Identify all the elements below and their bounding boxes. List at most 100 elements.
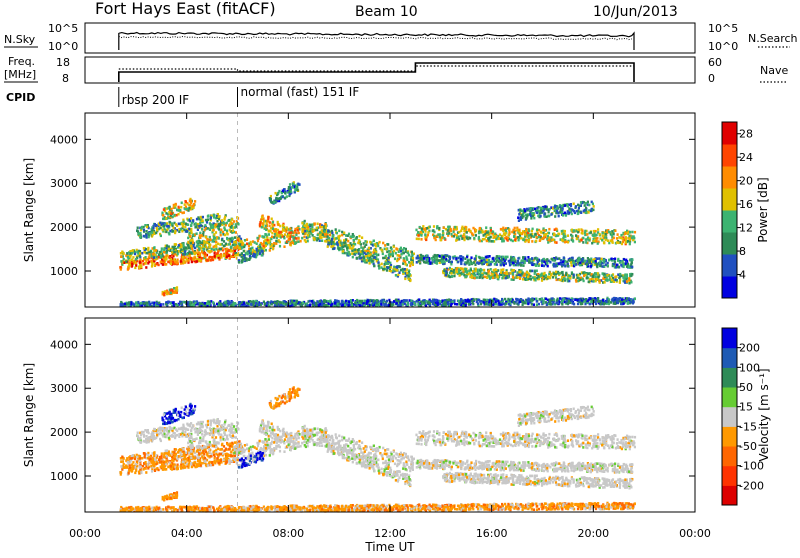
power-cell [265,225,267,228]
power-cell [152,234,154,237]
power-cell [481,257,483,260]
power-cell [251,247,253,250]
power-cell [181,230,183,233]
power-cell [548,273,550,276]
power-cell [183,247,185,250]
power-cell [466,237,468,240]
power-cell [498,238,500,241]
power-cell [564,265,566,268]
power-cell [154,254,156,257]
power-cell [386,269,388,272]
power-cell [573,261,575,264]
power-cell [207,227,209,230]
power-cell [372,255,374,258]
power-cell [543,273,545,276]
power-cell [190,245,192,248]
power-cell [321,239,323,242]
power-cell [505,229,507,232]
power-cell [531,303,533,306]
power-cell [162,229,164,232]
power-cell [347,240,349,243]
power-cell [489,232,491,235]
power-cell [395,274,397,277]
power-cell [463,239,465,242]
power-cell [605,233,607,236]
power-cell [392,253,394,256]
power-cell [474,257,476,260]
power-cell [458,231,460,234]
power-cell [247,252,249,255]
power-cell [304,224,306,227]
power-cell [526,278,528,281]
power-cell [420,234,422,237]
power-cell [328,237,330,240]
power-cell [448,226,450,229]
power-cell [581,258,583,261]
power-cell [512,273,514,276]
power-cell [175,223,177,226]
power-cell [229,237,231,240]
power-cell [196,245,198,248]
power-cell [168,211,170,214]
power-cell [540,215,542,218]
power-cell [351,247,353,250]
power-cell [226,253,228,256]
power-cell [491,261,493,264]
power-cell [527,256,529,259]
power-cell [129,264,131,267]
power-cell [548,276,550,279]
power-cell [518,219,520,222]
power-cell [371,259,373,262]
power-cell [331,238,333,241]
power-cell [386,251,388,254]
power-cell [167,261,169,264]
power-cell [160,260,162,263]
power-cell [583,275,585,278]
power-cell [358,235,360,238]
power-cell [517,216,519,219]
power-cell [332,245,334,248]
power-cell [540,231,542,234]
power-cell [513,269,515,272]
power-cell [132,256,134,259]
power-cell [228,243,230,246]
power-cell [566,261,568,264]
power-cell [199,254,201,257]
power-cell [537,232,539,235]
power-cell [352,233,354,236]
power-cell [348,304,350,307]
power-cell [396,266,398,269]
power-cell [160,235,162,238]
power-cell [230,246,232,249]
power-cell [153,249,155,252]
power-cell [211,256,213,259]
power-cell [148,253,150,256]
power-cell [496,260,498,263]
power-cell [331,232,333,235]
power-cell [614,258,616,261]
power-cell [586,277,588,280]
power-cell [209,228,211,231]
power-cell [462,256,464,259]
power-cell [190,239,192,242]
power-cell [278,239,280,242]
power-cell [311,300,313,303]
power-cell [170,212,172,215]
power-cell [392,269,394,272]
power-cell [538,264,540,267]
power-cell [178,223,180,226]
power-cell [466,231,468,234]
power-cell [569,275,571,278]
power-cell [169,302,171,305]
power-cell [261,226,263,229]
power-cell [492,303,494,306]
power-cell [283,229,285,232]
power-cell [259,235,261,238]
power-cell [624,273,626,276]
power-cell [135,301,137,304]
power-cell [616,264,618,267]
power-cell [400,253,402,256]
power-cell [342,246,344,249]
power-cell [276,237,278,240]
power-cell [603,241,605,244]
